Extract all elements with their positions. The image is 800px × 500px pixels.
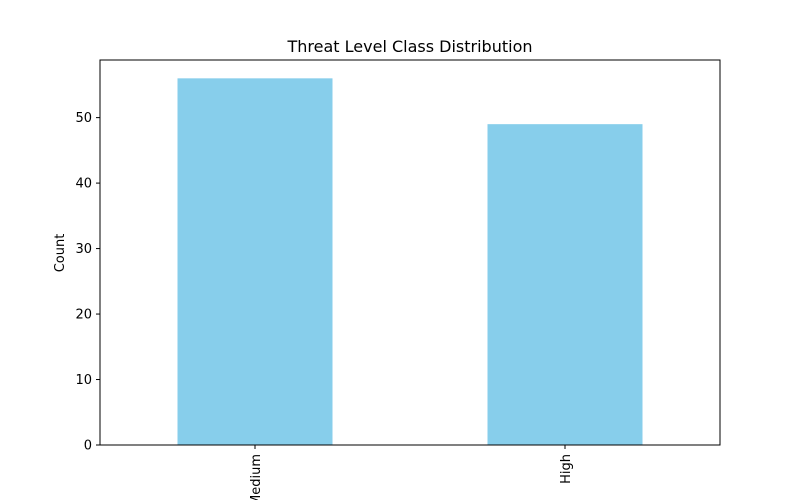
- y-tick-label: 10: [75, 373, 92, 388]
- y-tick-label: 40: [75, 177, 92, 192]
- x-tick-label: Medium: [249, 454, 264, 500]
- y-tick-label: 50: [75, 111, 92, 126]
- y-axis-label: Count: [53, 234, 68, 273]
- y-tick-label: 30: [75, 242, 92, 257]
- x-ticks-group: Medium High: [249, 445, 574, 500]
- plot-frame: [99, 59, 721, 446]
- chart-title: Threat Level Class Distribution: [287, 37, 533, 56]
- y-ticks-group: 0 10 20 30 40 50: [75, 111, 100, 454]
- bars-group: [177, 78, 643, 446]
- x-tick-label: High: [559, 454, 574, 484]
- bar-medium: [177, 78, 333, 445]
- y-tick-label: 0: [84, 439, 92, 454]
- bar-high: [487, 124, 643, 446]
- y-tick-label: 20: [75, 308, 92, 323]
